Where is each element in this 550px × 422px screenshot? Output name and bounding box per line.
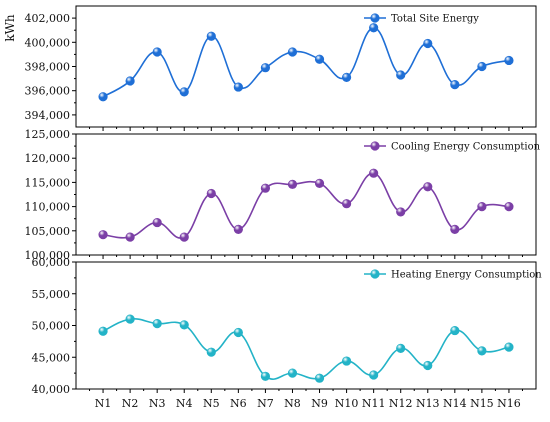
y-tick-label: 45,000: [32, 351, 71, 364]
data-point: [260, 183, 271, 193]
series-line: [102, 318, 510, 380]
y-tick-label: 100,000: [25, 249, 71, 262]
x-tick-label: N6: [230, 397, 247, 410]
y-tick-label: 394,000: [25, 109, 71, 122]
data-point: [423, 360, 433, 371]
data-point: [98, 92, 108, 102]
data-point: [314, 178, 325, 188]
data-point: [287, 368, 298, 378]
data-point: [341, 199, 352, 209]
x-tick-label: N8: [284, 397, 301, 410]
data-point: [260, 371, 271, 381]
data-point: [233, 224, 243, 234]
y-tick-label: 110,000: [25, 201, 71, 214]
y-tick-label: 400,000: [25, 36, 71, 49]
data-point: [450, 80, 460, 90]
y-tick-label: 55,000: [32, 288, 71, 301]
x-tick-label: N9: [311, 397, 328, 410]
data-point: [98, 326, 108, 336]
x-tick-label: N4: [176, 397, 193, 410]
x-tick-label: N11: [362, 397, 386, 410]
x-tick-label: N12: [389, 397, 413, 410]
data-point: [477, 202, 487, 212]
data-point: [152, 217, 162, 228]
data-point: [423, 38, 433, 49]
x-tick-label: N14: [443, 397, 467, 410]
legend-label: Cooling Energy Consumption: [391, 142, 541, 153]
y-tick-label: 402,000: [25, 12, 71, 25]
data-point: [423, 182, 433, 192]
x-tick-label: N7: [257, 397, 274, 410]
data-point: [98, 230, 108, 240]
data-point: [450, 325, 460, 336]
y-tick-label: 60,000: [32, 256, 71, 269]
data-point: [504, 55, 514, 66]
x-tick-label: N3: [149, 397, 166, 410]
data-point: [152, 318, 162, 329]
data-point: [314, 373, 325, 383]
data-point: [369, 23, 379, 33]
data-point: [179, 232, 189, 242]
y-tick-label: 120,000: [25, 152, 71, 165]
x-tick-label: N2: [122, 397, 139, 410]
data-point: [369, 168, 379, 178]
x-tick-label: N13: [416, 397, 440, 410]
data-point: [504, 342, 514, 352]
series-line: [102, 172, 509, 239]
data-point: [287, 47, 298, 57]
y-tick-label: 50,000: [32, 320, 71, 333]
x-tick-label: N10: [335, 397, 359, 410]
data-point: [206, 31, 216, 41]
data-point: [125, 314, 135, 324]
data-point: [179, 87, 189, 97]
panel-frame: [75, 261, 537, 390]
legend-marker: [370, 269, 380, 279]
data-point: [504, 202, 514, 212]
data-point: [125, 232, 135, 242]
x-tick-label: N5: [203, 397, 220, 410]
panel-1: 394,000 396,000 398,000 400,000 402,000 Total…: [3, 5, 537, 131]
data-point: [341, 72, 352, 82]
series-line: [102, 26, 510, 98]
x-tick-label: N15: [470, 397, 494, 410]
data-point: [206, 188, 216, 199]
data-point: [260, 63, 271, 73]
x-tick-label: N1: [95, 397, 112, 410]
data-point: [477, 61, 487, 72]
data-point: [206, 347, 216, 357]
legend-marker: [370, 13, 380, 23]
data-point: [450, 224, 460, 234]
data-point: [396, 70, 406, 80]
data-point: [369, 370, 379, 380]
data-point: [179, 320, 189, 330]
legend-marker: [370, 141, 380, 151]
data-point: [233, 327, 243, 338]
y-tick-label: 40,000: [32, 383, 71, 396]
data-point: [477, 346, 487, 356]
data-point: [341, 356, 352, 366]
data-point: [396, 343, 406, 353]
y-tick-label: 105,000: [25, 225, 71, 238]
y-tick-label: 115,000: [25, 176, 71, 189]
data-point: [233, 82, 243, 92]
legend-label: Total Site Energy: [391, 14, 479, 25]
data-point: [152, 47, 162, 57]
y-tick-label: 398,000: [25, 61, 71, 74]
data-point: [314, 54, 325, 64]
y-axis-label: kWh: [3, 14, 17, 42]
legend-label: Heating Energy Consumption: [391, 270, 542, 281]
data-point: [287, 179, 298, 189]
data-point: [125, 76, 135, 86]
panel-3: 40,000 45,000 50,000 55,000 60,000 Heating En…: [32, 256, 543, 396]
x-tick-label: N16: [497, 397, 521, 410]
data-point: [396, 207, 406, 217]
y-tick-label: 396,000: [25, 85, 71, 98]
panel-2: 100,000 105,000 110,000 115,000 120,000 125,0…: [25, 128, 541, 262]
y-tick-label: 125,000: [25, 128, 71, 141]
